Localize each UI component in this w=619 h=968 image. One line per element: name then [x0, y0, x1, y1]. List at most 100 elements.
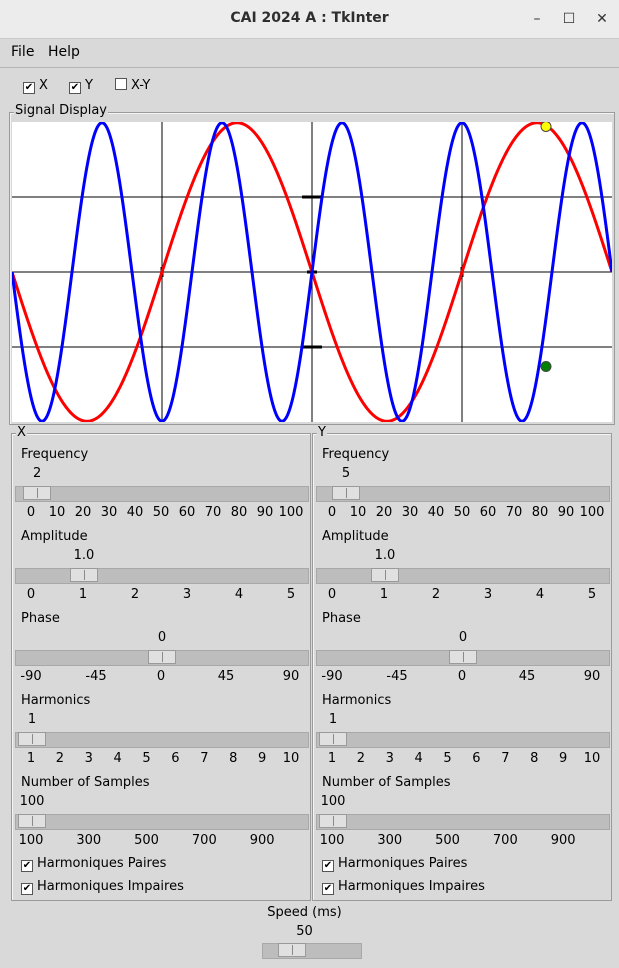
- amplitude-value: 1.0: [374, 548, 396, 563]
- series-y-line: [10, 121, 614, 423]
- frequency-tick: 40: [427, 505, 445, 520]
- amplitude-tick: 5: [286, 587, 296, 602]
- harmonics-slider-thumb[interactable]: [18, 732, 46, 746]
- amplitude-label: Amplitude: [21, 529, 88, 544]
- even-harmonics-label: Harmoniques Paires: [338, 856, 468, 871]
- harmonics-tick: 8: [229, 751, 238, 766]
- harmonics-slider[interactable]: [316, 732, 610, 748]
- harmonics-tick: 4: [113, 751, 122, 766]
- toggle-xy[interactable]: X-Y: [115, 78, 150, 94]
- amplitude-slider[interactable]: [15, 568, 309, 584]
- harmonics-value: 1: [328, 712, 338, 727]
- harmonics-slider[interactable]: [15, 732, 309, 748]
- signal-display-label: Signal Display: [14, 103, 108, 118]
- toggle-y[interactable]: ✔ Y: [69, 78, 93, 94]
- toggle-x-checkbox[interactable]: ✔: [23, 82, 35, 94]
- frequency-tick: 70: [505, 505, 523, 520]
- phase-tick: 45: [217, 669, 235, 684]
- harmonics-tick: 8: [530, 751, 539, 766]
- harmonics-tick: 10: [282, 751, 300, 766]
- samples-value: 100: [19, 794, 45, 809]
- speed-value: 50: [296, 924, 313, 939]
- samples-tick: 300: [377, 833, 403, 848]
- frequency-tick: 90: [557, 505, 575, 520]
- samples-value: 100: [320, 794, 346, 809]
- odd-harmonics-checkbox[interactable]: ✔: [322, 883, 334, 895]
- frequency-tick: 30: [100, 505, 118, 520]
- harmonics-tick: 3: [385, 751, 394, 766]
- amplitude-slider[interactable]: [316, 568, 610, 584]
- samples-slider[interactable]: [316, 814, 610, 830]
- close-icon[interactable]: ✕: [596, 11, 608, 27]
- samples-tick: 700: [492, 833, 518, 848]
- harmonics-tick: 6: [171, 751, 180, 766]
- menu-bar: File Help: [0, 39, 619, 68]
- frequency-tick: 60: [178, 505, 196, 520]
- even-harmonics-checkbox[interactable]: ✔: [322, 860, 334, 872]
- menu-help[interactable]: Help: [48, 44, 80, 60]
- frequency-slider[interactable]: [15, 486, 309, 502]
- phase-tick: 0: [156, 669, 166, 684]
- toggle-x[interactable]: ✔ X: [23, 78, 48, 94]
- even-harmonics-toggle[interactable]: ✔ Harmoniques Paires: [21, 856, 166, 872]
- panel-frame: [11, 433, 311, 901]
- even-harmonics-checkbox[interactable]: ✔: [21, 860, 33, 872]
- frequency-tick: 0: [26, 505, 36, 520]
- speed-slider[interactable]: [262, 943, 362, 959]
- amplitude-label: Amplitude: [322, 529, 389, 544]
- minimize-icon[interactable]: –: [533, 11, 541, 27]
- panel-label: Y: [317, 425, 327, 440]
- harmonics-tick: 3: [84, 751, 93, 766]
- maximize-icon[interactable]: ☐: [562, 11, 576, 27]
- samples-slider-thumb[interactable]: [319, 814, 347, 828]
- speed-slider-thumb[interactable]: [278, 943, 306, 957]
- odd-harmonics-toggle[interactable]: ✔ Harmoniques Impaires: [322, 879, 485, 895]
- phase-tick: 45: [518, 669, 536, 684]
- odd-harmonics-checkbox[interactable]: ✔: [21, 883, 33, 895]
- harmonics-tick: 1: [327, 751, 337, 766]
- amplitude-tick: 2: [431, 587, 441, 602]
- amplitude-tick: 5: [587, 587, 597, 602]
- marker-point-yellow: [540, 121, 552, 132]
- samples-slider-thumb[interactable]: [18, 814, 46, 828]
- toggle-xy-checkbox[interactable]: [115, 78, 127, 90]
- samples-slider[interactable]: [15, 814, 309, 830]
- phase-label: Phase: [21, 611, 60, 626]
- frequency-tick: 0: [327, 505, 337, 520]
- amplitude-slider-thumb[interactable]: [70, 568, 98, 582]
- menu-file[interactable]: File: [11, 44, 35, 60]
- frequency-slider[interactable]: [316, 486, 610, 502]
- frequency-tick: 10: [349, 505, 367, 520]
- frequency-label: Frequency: [322, 447, 390, 462]
- odd-harmonics-label: Harmoniques Impaires: [338, 879, 485, 894]
- phase-slider[interactable]: [15, 650, 309, 666]
- phase-slider-thumb[interactable]: [449, 650, 477, 664]
- samples-tick: 700: [191, 833, 217, 848]
- phase-slider-thumb[interactable]: [148, 650, 176, 664]
- samples-tick: 100: [18, 833, 44, 848]
- even-harmonics-toggle[interactable]: ✔ Harmoniques Paires: [322, 856, 467, 872]
- amplitude-slider-thumb[interactable]: [371, 568, 399, 582]
- frequency-tick: 90: [256, 505, 274, 520]
- samples-tick: 900: [550, 833, 576, 848]
- samples-tick: 900: [249, 833, 275, 848]
- frequency-tick: 40: [126, 505, 144, 520]
- frequency-slider-thumb[interactable]: [332, 486, 360, 500]
- frequency-value: 5: [341, 466, 351, 481]
- samples-tick: 500: [435, 833, 460, 848]
- phase-slider[interactable]: [316, 650, 610, 666]
- frequency-tick: 60: [479, 505, 497, 520]
- frequency-slider-thumb[interactable]: [23, 486, 52, 500]
- amplitude-tick: 4: [234, 587, 244, 602]
- harmonics-value: 1: [27, 712, 37, 727]
- odd-harmonics-toggle[interactable]: ✔ Harmoniques Impaires: [21, 879, 184, 895]
- title-bar[interactable]: CAI 2024 A : TkInter – ☐ ✕: [0, 0, 619, 39]
- speed-label: Speed (ms): [267, 905, 342, 920]
- harmonics-tick: 9: [257, 751, 267, 766]
- toggle-y-checkbox[interactable]: ✔: [69, 82, 81, 94]
- harmonics-slider-thumb[interactable]: [319, 732, 347, 746]
- frequency-tick: 20: [375, 505, 393, 520]
- harmonics-tick: 5: [443, 751, 452, 766]
- harmonics-label: Harmonics: [322, 693, 392, 708]
- harmonics-tick: 10: [583, 751, 601, 766]
